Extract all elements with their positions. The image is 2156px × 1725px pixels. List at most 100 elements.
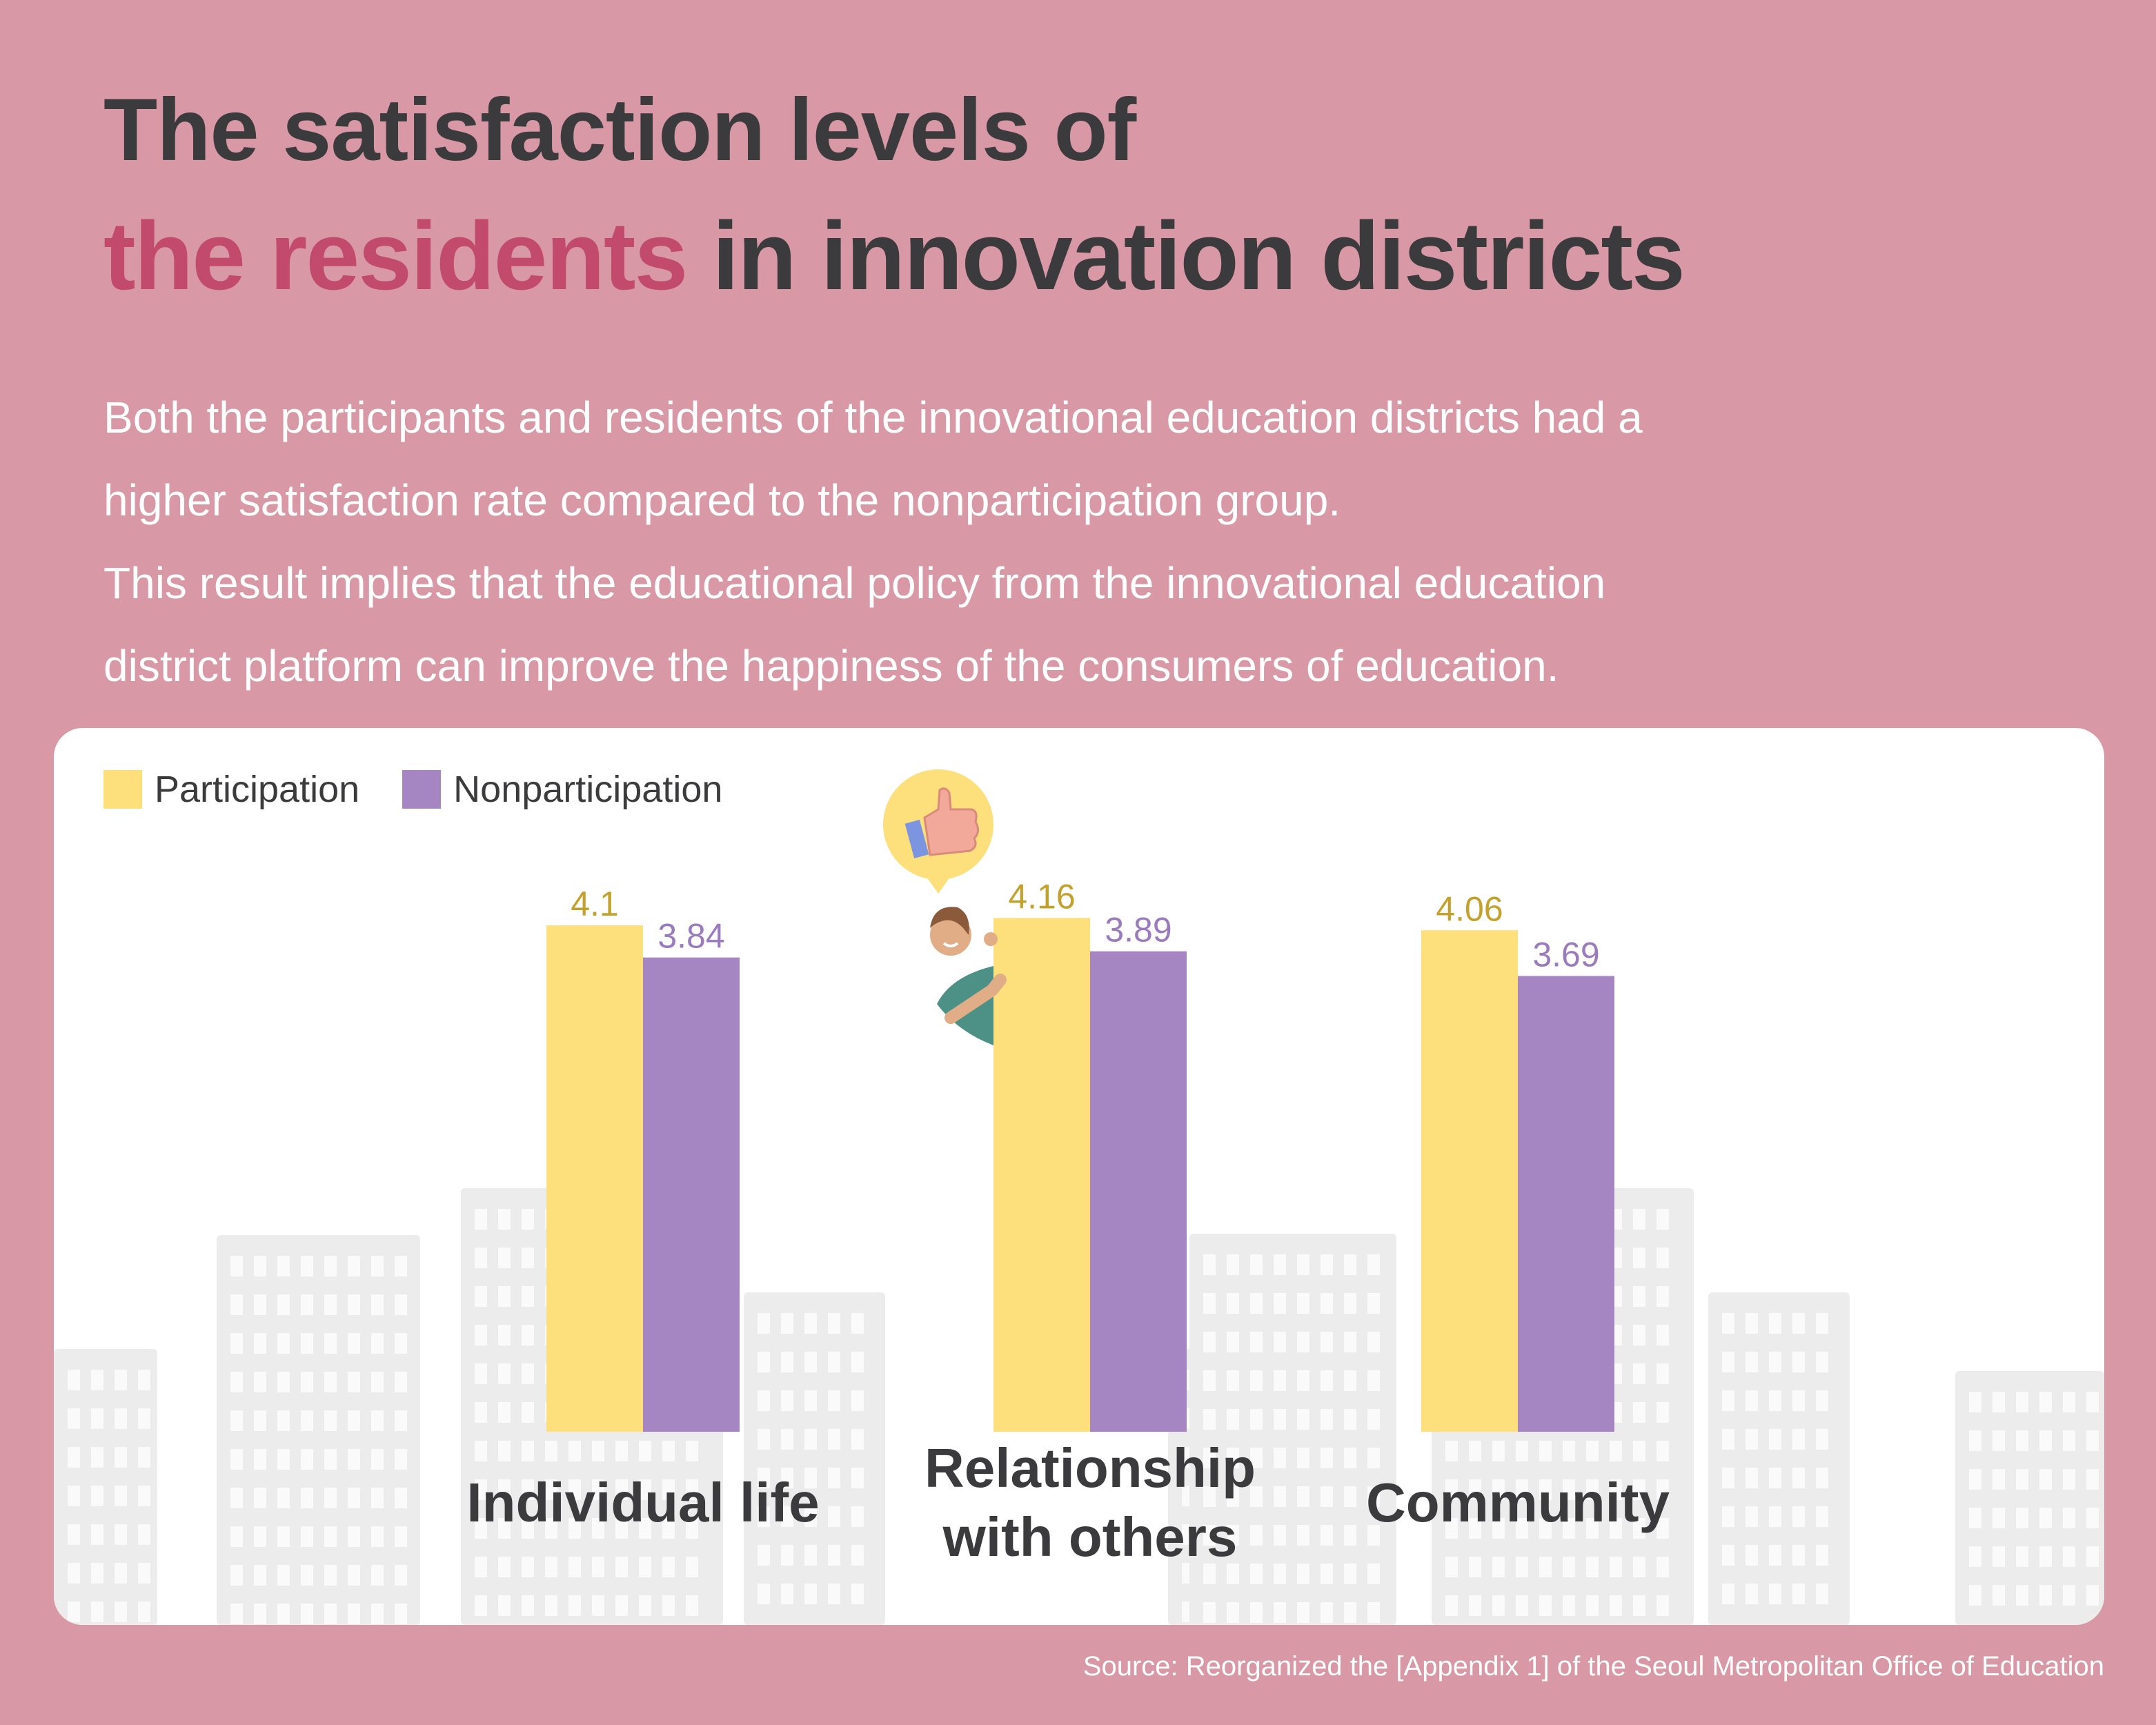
building-window [1633,1209,1645,1230]
building-window [1227,1448,1239,1468]
building-window [1250,1409,1263,1430]
building-window [828,1313,840,1334]
building-window [348,1565,360,1586]
building-window [1722,1545,1734,1566]
building-window [1633,1479,1645,1500]
building-window [91,1370,103,1390]
building-window [1745,1545,1758,1566]
building-window [639,1595,651,1616]
building-window [254,1565,266,1586]
building-window [1227,1370,1239,1391]
building-window [1722,1506,1734,1527]
building-window [230,1294,243,1315]
building-window [138,1524,150,1545]
building-window [568,1441,581,1461]
building-window [1250,1525,1263,1546]
building-window [1992,1430,2005,1451]
title-highlight: the residents [103,201,688,310]
category-label: Individual life [466,1472,819,1533]
building-window [1492,1518,1505,1539]
building-window [1367,1448,1380,1468]
building-window [1297,1370,1309,1391]
building-window [851,1429,864,1450]
building-window [1816,1352,1828,1372]
thumbs-up-icon [883,769,993,894]
building-window [498,1595,511,1616]
building-window [592,1595,604,1616]
building-window [301,1256,313,1276]
building-window [498,1209,511,1230]
building-window [2063,1430,2075,1451]
building-window [1633,1557,1645,1577]
building-window [498,1286,511,1307]
building-window [1321,1254,1333,1275]
building-window [138,1447,150,1468]
building-window [395,1565,407,1586]
description-line: district platform can improve the happin… [103,641,1559,691]
bar-participation-0 [546,925,643,1432]
building-window [301,1449,313,1470]
building-window [2039,1546,2052,1567]
title-rest: in innovation districts [686,201,1685,310]
building-window [1274,1448,1286,1468]
building-window [371,1372,384,1392]
building-window [277,1565,290,1586]
legend-label: Nonparticipation [453,769,723,810]
building-window [1769,1468,1781,1488]
building-window [592,1557,604,1577]
building-window [1563,1479,1575,1500]
building-window [301,1294,313,1315]
building-window [781,1429,793,1450]
building-window [138,1370,150,1390]
building-window [1769,1429,1781,1450]
building-window [2039,1430,2052,1451]
bar-participation-1 [993,918,1090,1432]
building-window [1344,1332,1356,1352]
building-window [277,1604,290,1624]
building-window [1610,1479,1622,1500]
building-window [115,1563,127,1584]
category-label: Community [1366,1472,1670,1533]
building-window [1656,1209,1669,1230]
building-window [804,1352,817,1372]
building-window [230,1604,243,1624]
building-window [781,1468,793,1488]
building-window [1367,1486,1380,1507]
building-window [1250,1486,1263,1507]
building-window [301,1604,313,1624]
building-window [1633,1363,1645,1384]
building-window [828,1506,840,1527]
building-window [851,1545,864,1566]
building-window [1656,1402,1669,1423]
building-window [1297,1448,1309,1468]
building-window [758,1390,770,1411]
building-window [1769,1545,1781,1566]
building-window [115,1370,127,1390]
building-window [475,1557,487,1577]
building-window [1274,1332,1286,1352]
building-window [1367,1564,1380,1584]
building-window [68,1486,80,1506]
building-window [1792,1352,1805,1372]
building-window [2016,1430,2028,1451]
building-window [1992,1546,2005,1567]
building-window [781,1545,793,1566]
building-window [1969,1430,1981,1451]
building-window [1516,1479,1528,1500]
building-window [2086,1508,2099,1528]
building-window [371,1410,384,1431]
building-window [1203,1370,1216,1391]
building-window [254,1372,266,1392]
building-window [1344,1370,1356,1391]
building-window [1321,1293,1333,1314]
building-window [1610,1518,1622,1539]
building-window [1586,1479,1599,1500]
building-window [324,1333,337,1354]
building-window [254,1294,266,1315]
building-window [475,1248,487,1268]
source-note: Source: Reorganized the [Appendix 1] of … [1082,1651,2104,1682]
building-window [804,1584,817,1604]
building-window [230,1565,243,1586]
building-window [1969,1585,1981,1606]
building-window [758,1506,770,1527]
